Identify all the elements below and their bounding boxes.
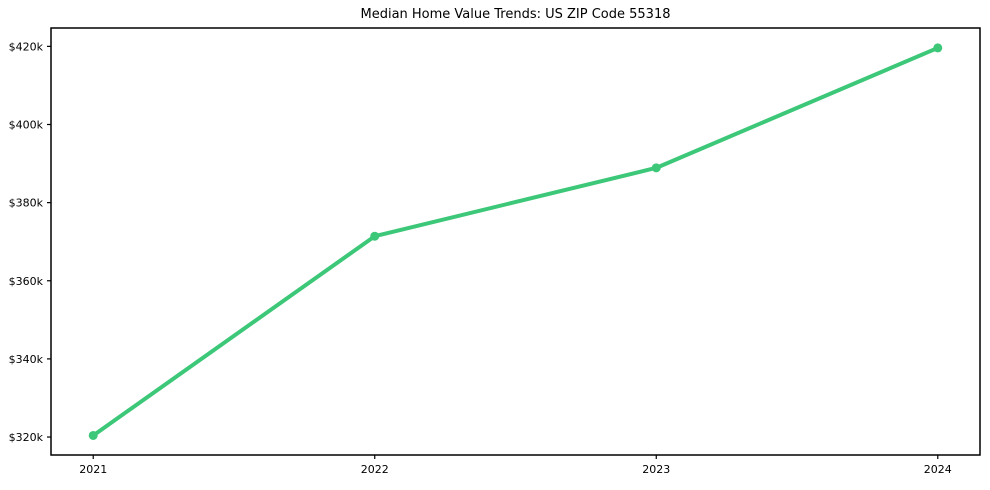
chart-title: Median Home Value Trends: US ZIP Code 55… [360, 7, 671, 22]
trend-line [91, 45, 940, 438]
y-tick-label: $320k [9, 431, 44, 444]
y-tick-label: $420k [9, 40, 44, 53]
y-tick-label: $340k [9, 353, 44, 366]
x-tick-label: 2024 [924, 463, 952, 476]
x-tick-label: 2022 [361, 463, 389, 476]
x-tick-label: 2021 [79, 463, 107, 476]
data-point-marker [933, 43, 943, 53]
y-tick-label: $360k [9, 275, 44, 288]
x-tick-label: 2023 [642, 463, 670, 476]
data-point-marker [651, 163, 661, 173]
y-tick-label: $380k [9, 197, 44, 210]
data-point-marker [88, 430, 98, 440]
plot-area [50, 27, 981, 456]
data-point-marker [370, 231, 380, 241]
y-tick-label: $400k [9, 118, 44, 131]
